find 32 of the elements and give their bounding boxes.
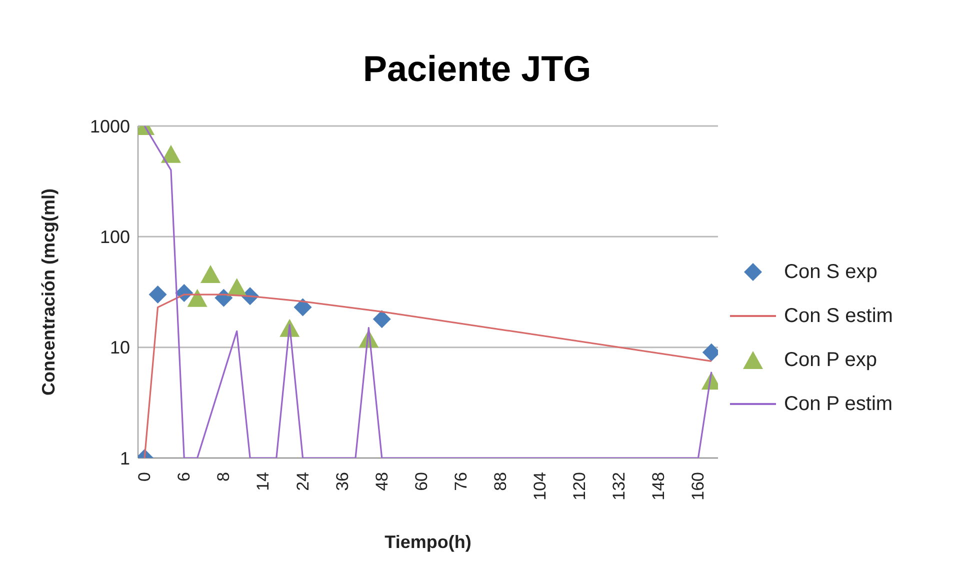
y-tick-label: 100 [100,227,130,248]
x-tick-label: 104 [530,472,550,500]
y-tick-label: 1 [120,448,130,468]
point [372,310,391,328]
x-tick-label: 132 [610,472,629,500]
x-tick-label: 88 [491,472,510,491]
x-tick-label: 60 [412,472,431,491]
point [148,286,167,304]
y-axis-title: Concentración (mcg(ml) [38,188,58,396]
x-tick-label: 14 [254,472,273,491]
y-tick-label: 10 [110,338,130,358]
x-tick-label: 24 [293,472,312,491]
legend-label: Con P exp [784,348,878,372]
x-tick-label: 160 [688,472,708,500]
point [294,298,312,316]
legend-label: Con S estim [784,304,893,328]
legend-label: Con S exp [784,260,878,284]
x-tick-label: 36 [332,472,352,491]
point [160,144,181,163]
legend-label: Con P estim [784,392,893,416]
x-tick-label: 120 [570,472,590,500]
chart-title: Paciente JTG [362,47,592,91]
y-tick-label: 1000 [90,116,130,136]
x-tick-label: 6 [174,472,194,482]
x-axis-title: Tiempo(h) [384,532,472,552]
x-tick-label: 8 [214,472,234,482]
point [187,288,208,307]
point [200,264,220,283]
x-tick-label: 148 [649,472,668,500]
x-tick-label: 48 [372,472,392,491]
x-tick-label: 76 [451,472,470,491]
x-tick-label: 0 [135,472,154,482]
